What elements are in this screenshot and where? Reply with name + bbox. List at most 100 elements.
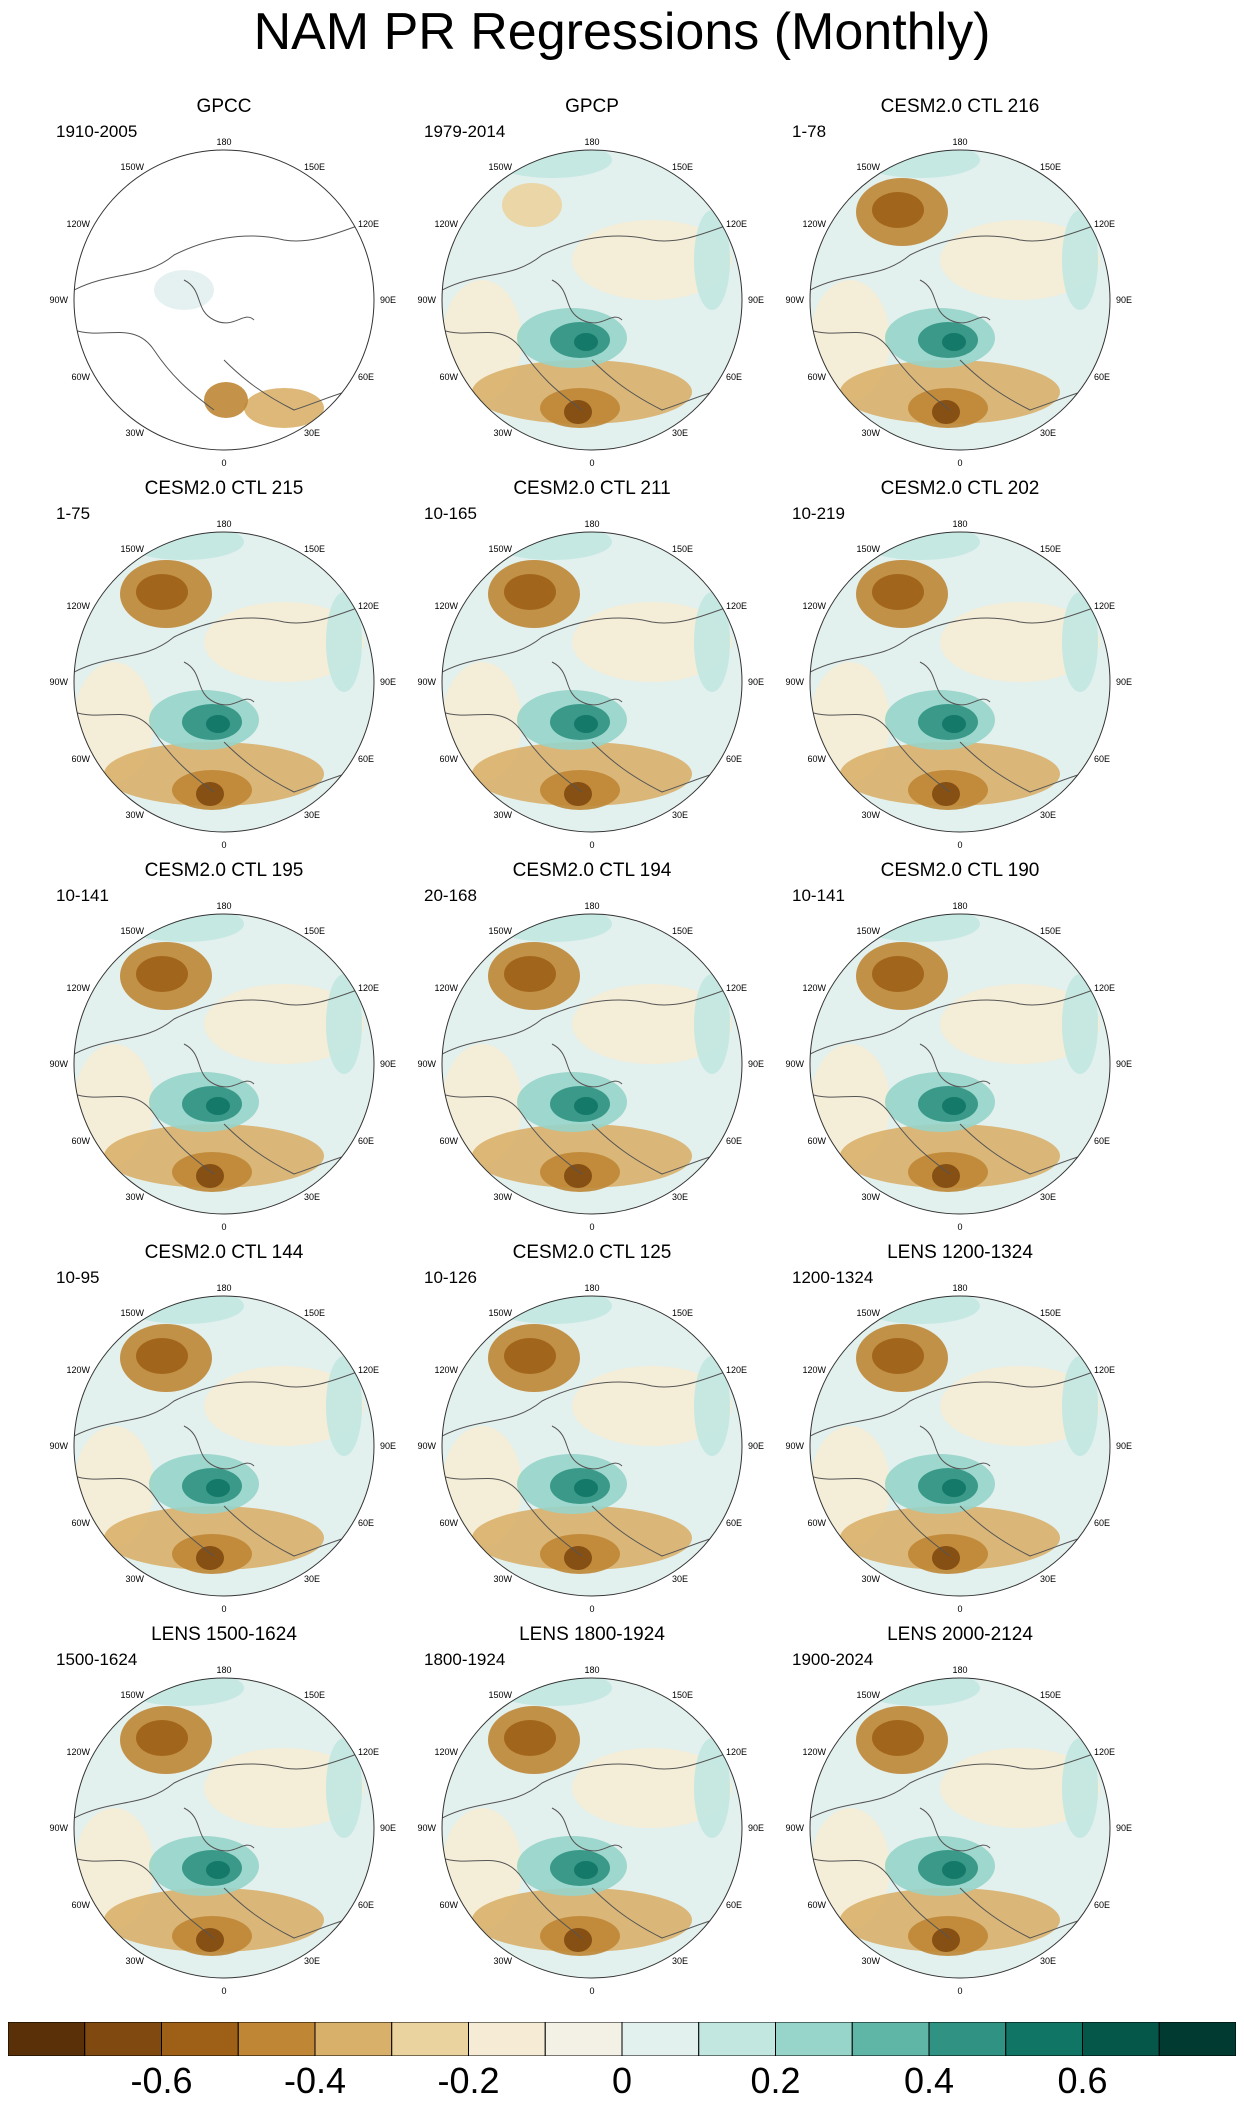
period-label: 1200-1324 (792, 1268, 874, 1287)
lon-label-30w: 30W (125, 1956, 144, 1966)
map-panel: CESM2.0 CTL 194 180 0 90W 90E 150W 150E 120W 120… (406, 860, 778, 1244)
lon-label-90e: 90E (380, 1441, 396, 1451)
lon-label-150e: 150E (304, 544, 325, 554)
lon-label-90e: 90E (1116, 677, 1132, 687)
colorbar-swatch (84, 2022, 162, 2056)
lon-label-90w: 90W (49, 1059, 68, 1069)
map-panel: LENS 1200-1324 180 0 90W 90E 150W 150E 120W 120E… (774, 1242, 1146, 1626)
lon-label-180: 180 (584, 1283, 599, 1293)
lon-label-90e: 90E (748, 1441, 764, 1451)
lon-label-30e: 30E (672, 1574, 688, 1584)
lon-label-60e: 60E (726, 754, 742, 764)
lon-label-150e: 150E (304, 162, 325, 172)
lon-label-120w: 120W (66, 601, 90, 611)
lon-label-180: 180 (952, 901, 967, 911)
panel-title: CESM2.0 CTL 194 (512, 860, 672, 881)
lon-label-150e: 150E (304, 926, 325, 936)
lon-label-120e: 120E (1094, 1365, 1115, 1375)
lon-label-150w: 150W (488, 1690, 512, 1700)
panel-title: CESM2.0 CTL 216 (880, 96, 1040, 117)
polar-map: 180 0 90W 90E 150W 150E 120W 120E 60W 60E 30W 30E (785, 1665, 1132, 1996)
lon-label-120e: 120E (726, 1747, 747, 1757)
lon-label-120e: 120E (1094, 1747, 1115, 1757)
lon-label-0: 0 (589, 1222, 594, 1232)
lon-label-150e: 150E (304, 1308, 325, 1318)
lon-label-150e: 150E (1040, 1690, 1061, 1700)
colorbar-swatch (1082, 2022, 1160, 2056)
lon-label-30e: 30E (1040, 1574, 1056, 1584)
coastline (810, 601, 1110, 793)
lon-label-60w: 60W (439, 1518, 458, 1528)
colorbar-swatch (161, 2022, 239, 2056)
lon-label-30w: 30W (125, 810, 144, 820)
map-panel: LENS 1500-1624 180 0 90W 90E 150W 150E 120W 120E… (38, 1624, 410, 2008)
panel-title: LENS 2000-2124 (887, 1624, 1033, 1645)
colorbar-swatch (468, 2022, 546, 2056)
map-panel: LENS 2000-2124 180 0 90W 90E 150W 150E 120W 120E… (774, 1624, 1146, 2008)
polar-map: 180 0 90W 90E 150W 150E 120W 120E 60W 60E 30W 30E (49, 1665, 396, 1996)
period-label: 1910-2005 (56, 122, 138, 141)
lon-label-90e: 90E (380, 295, 396, 305)
period-label: 10-219 (792, 504, 845, 523)
lon-label-90w: 90W (785, 1441, 804, 1451)
lon-label-120w: 120W (434, 219, 458, 229)
map-panel: CESM2.0 CTL 144 180 0 90W 90E 150W 150E 120W 120… (38, 1242, 410, 1626)
lon-label-90w: 90W (417, 1441, 436, 1451)
lon-label-90w: 90W (417, 1059, 436, 1069)
polar-map: 180 0 90W 90E 150W 150E 120W 120E 60W 60E 30W 30E (785, 901, 1132, 1232)
lon-label-60w: 60W (71, 1900, 90, 1910)
lon-label-90w: 90W (49, 1441, 68, 1451)
lon-label-60w: 60W (439, 754, 458, 764)
lon-label-30w: 30W (493, 1574, 512, 1584)
period-label: 10-95 (56, 1268, 100, 1287)
lon-label-150e: 150E (1040, 1308, 1061, 1318)
lon-label-180: 180 (584, 1665, 599, 1675)
lon-label-60w: 60W (71, 754, 90, 764)
colorbar-tick-label: -0.4 (283, 2060, 347, 2101)
lon-label-150w: 150W (856, 926, 880, 936)
panel-title: GPCC (196, 96, 252, 117)
lon-label-180: 180 (952, 1665, 967, 1675)
period-label: 1979-2014 (424, 122, 506, 141)
colorbar-swatch (1158, 2022, 1236, 2056)
lon-label-60e: 60E (1094, 754, 1110, 764)
colorbar-swatch (775, 2022, 853, 2056)
lon-label-0: 0 (957, 1986, 962, 1996)
panel-title: CESM2.0 CTL 195 (144, 860, 304, 881)
lon-label-120w: 120W (434, 1365, 458, 1375)
lon-label-30e: 30E (1040, 810, 1056, 820)
lon-label-60w: 60W (807, 1136, 826, 1146)
coastline (74, 219, 374, 411)
lon-label-30w: 30W (125, 428, 144, 438)
colorbar-swatch (314, 2022, 393, 2056)
period-label: 1900-2024 (792, 1650, 874, 1669)
map-panel: CESM2.0 CTL 215 180 0 90W 90E 150W 150E 120W 120… (38, 478, 410, 862)
lon-label-60e: 60E (358, 1518, 374, 1528)
panel-grid: GPCC 180 0 90W 90E 150W 150E 120W 120E 60W 60E 30W 3… (38, 96, 1146, 1996)
lon-label-120e: 120E (358, 983, 379, 993)
lon-label-90w: 90W (417, 677, 436, 687)
coastline (442, 219, 742, 411)
lon-label-150e: 150E (304, 1690, 325, 1700)
lon-label-60e: 60E (1094, 372, 1110, 382)
lon-label-150w: 150W (120, 162, 144, 172)
lon-label-90w: 90W (785, 1059, 804, 1069)
lon-label-30e: 30E (672, 1192, 688, 1202)
coastline (74, 1365, 374, 1557)
lon-label-60e: 60E (726, 1900, 742, 1910)
lon-label-0: 0 (589, 1986, 594, 1996)
lon-label-0: 0 (221, 1604, 226, 1614)
lon-label-180: 180 (216, 519, 231, 529)
lon-label-0: 0 (221, 1986, 226, 1996)
polar-map: 180 0 90W 90E 150W 150E 120W 120E 60W 60E 30W 30E (49, 137, 396, 468)
lon-label-150e: 150E (672, 1690, 693, 1700)
lon-label-30w: 30W (125, 1574, 144, 1584)
lon-label-30w: 30W (493, 428, 512, 438)
lon-label-90w: 90W (785, 677, 804, 687)
lon-label-0: 0 (957, 1604, 962, 1614)
lon-label-90e: 90E (748, 1059, 764, 1069)
lon-label-0: 0 (589, 458, 594, 468)
lon-label-30w: 30W (493, 1956, 512, 1966)
lon-label-60e: 60E (358, 1136, 374, 1146)
map-panel: GPCC 180 0 90W 90E 150W 150E 120W 120E 60W 60E 30W 3… (38, 96, 410, 480)
